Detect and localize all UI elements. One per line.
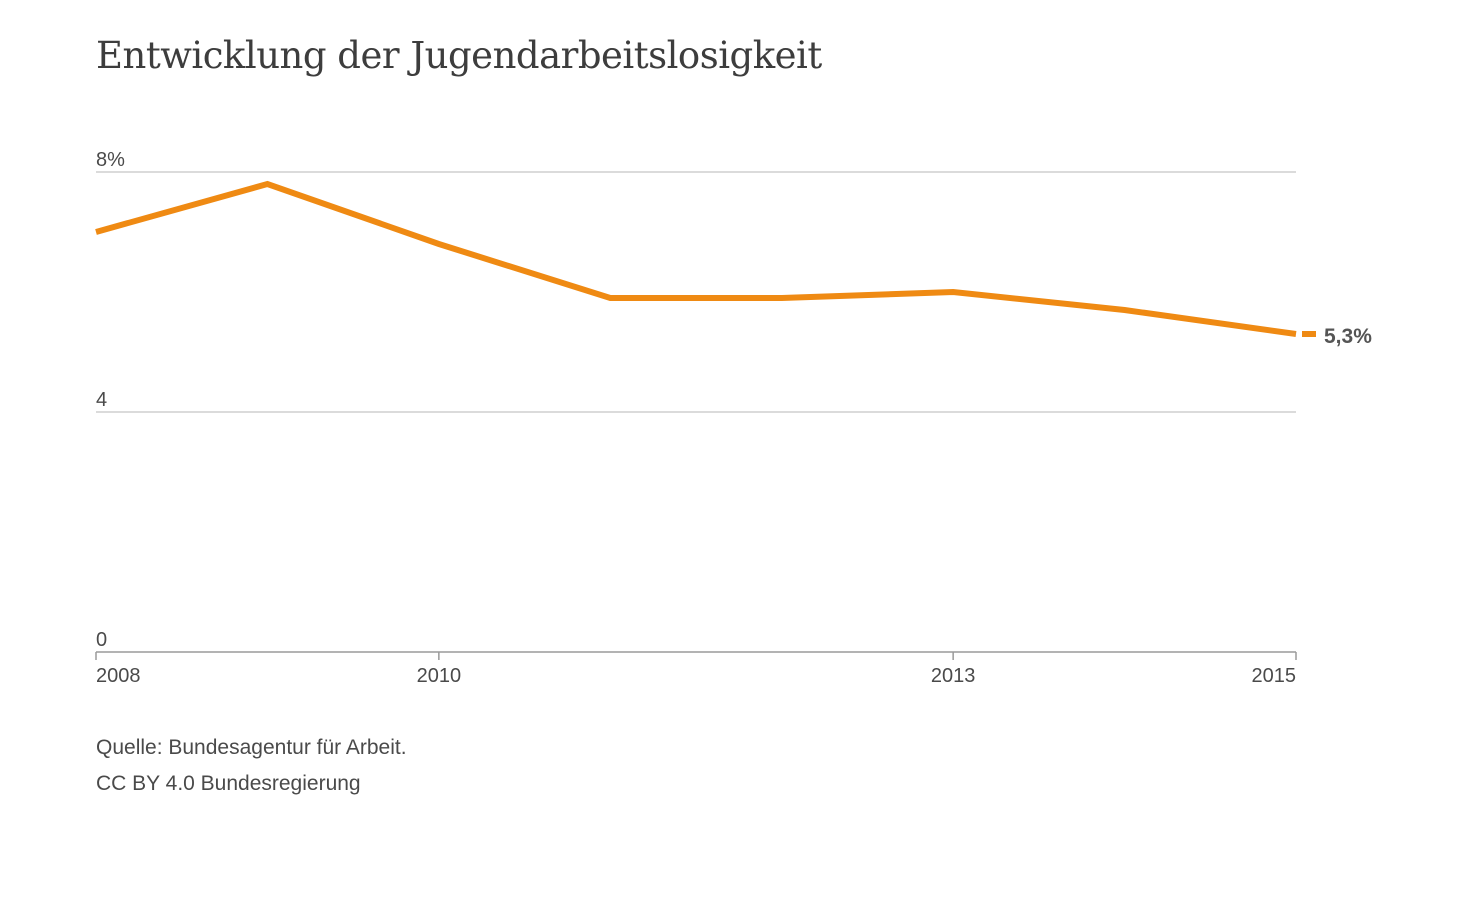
x-tick-label: 2015 xyxy=(1252,665,1297,687)
grid-lines xyxy=(96,171,1296,413)
x-tick-label: 2008 xyxy=(96,665,141,687)
x-tick-labels: 2008 2010 2013 2015 xyxy=(96,665,1296,687)
y-tick-label: 0 xyxy=(96,629,107,651)
series-lines xyxy=(95,180,1316,337)
x-tick-label: 2010 xyxy=(417,665,462,687)
chart-title: Entwicklung der Jugendarbeitslosigkeit xyxy=(96,34,822,77)
license-note: CC BY 4.0 Bundesregierung xyxy=(96,772,361,795)
x-axis xyxy=(95,651,1297,660)
last-value-label: 5,3% xyxy=(1324,325,1372,348)
x-tick-label: 2013 xyxy=(931,665,976,687)
y-tick-label: 4 xyxy=(96,389,107,411)
series-line xyxy=(95,180,1297,337)
data-labels: 5,3% xyxy=(1324,325,1372,348)
y-tick-label: 8% xyxy=(96,149,125,171)
source-note: Quelle: Bundesagentur für Arbeit. xyxy=(96,736,407,759)
y-tick-labels: 8% 4 0 xyxy=(96,149,125,651)
